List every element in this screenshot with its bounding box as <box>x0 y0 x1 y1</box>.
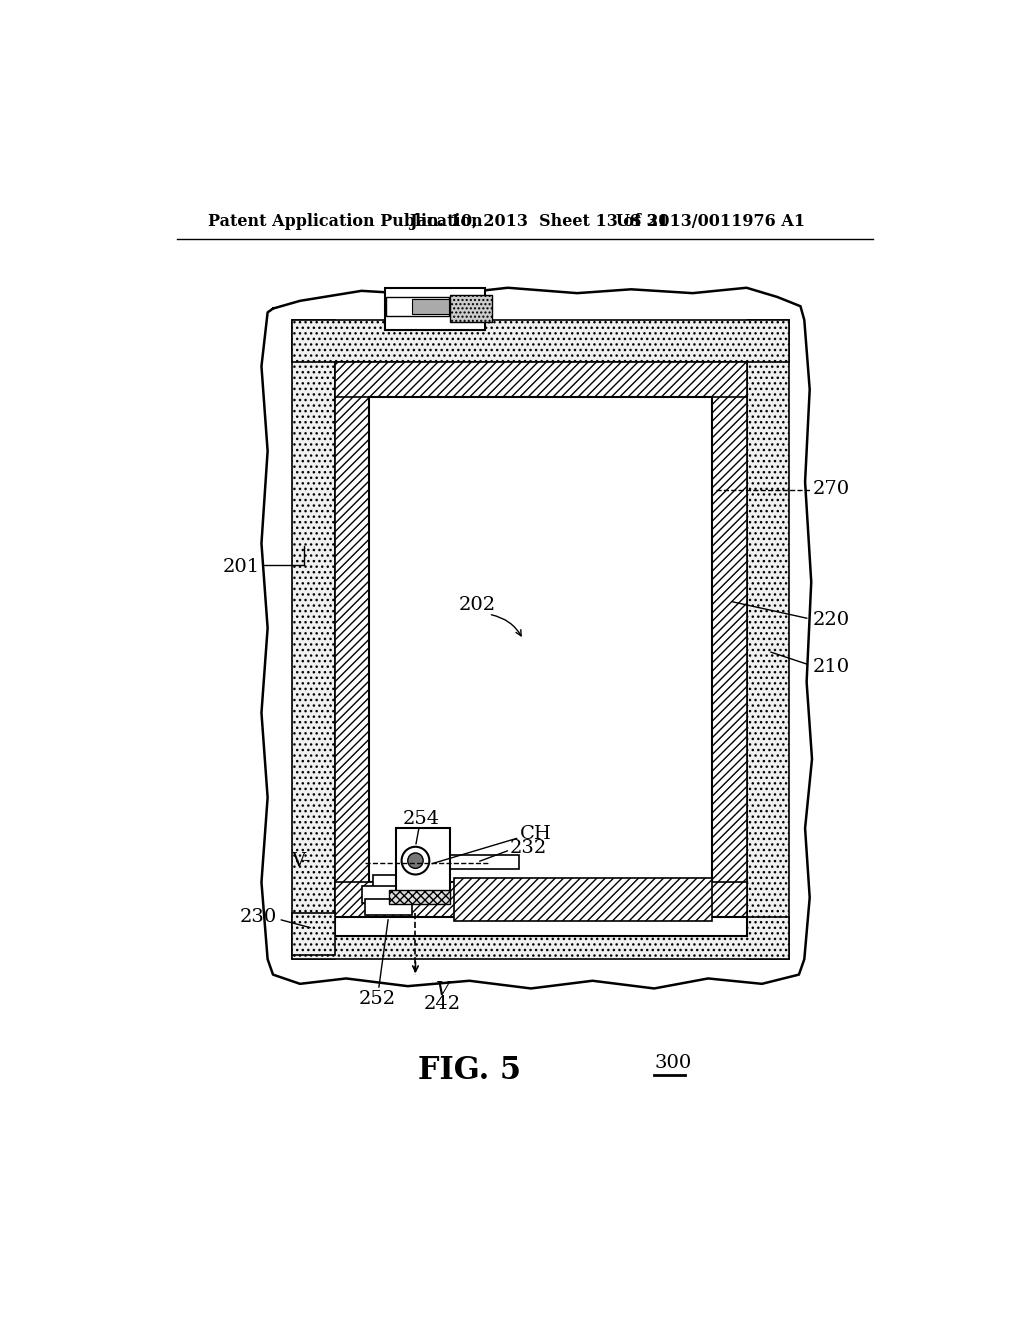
Bar <box>746 321 788 960</box>
Text: 220: 220 <box>813 611 850 630</box>
Bar <box>361 886 400 903</box>
Text: CH: CH <box>520 825 552 843</box>
Bar <box>335 363 370 917</box>
Text: 252: 252 <box>358 990 395 1008</box>
Bar <box>386 297 450 317</box>
Bar <box>370 397 712 882</box>
Text: 230: 230 <box>240 908 276 925</box>
Bar <box>335 882 746 917</box>
Bar <box>292 321 335 960</box>
Text: 232: 232 <box>509 838 547 857</box>
Text: 270: 270 <box>813 480 850 499</box>
Bar <box>335 363 746 397</box>
Bar <box>292 321 788 363</box>
Circle shape <box>401 847 429 874</box>
Circle shape <box>408 853 423 869</box>
Bar <box>373 874 397 902</box>
Bar <box>412 298 449 314</box>
Text: V: V <box>435 981 450 999</box>
Bar <box>451 855 519 869</box>
Text: 210: 210 <box>813 657 850 676</box>
Bar <box>388 890 451 904</box>
Bar <box>366 899 412 915</box>
Text: V-: V- <box>291 853 310 870</box>
Text: 300: 300 <box>654 1055 691 1072</box>
Text: US 2013/0011976 A1: US 2013/0011976 A1 <box>615 213 805 230</box>
Bar <box>396 829 451 898</box>
Text: 201: 201 <box>223 557 260 576</box>
Bar <box>712 363 746 917</box>
Text: 242: 242 <box>424 995 461 1012</box>
Text: 202: 202 <box>459 597 496 614</box>
Text: Patent Application Publication: Patent Application Publication <box>208 213 482 230</box>
Bar <box>335 917 746 936</box>
Bar <box>292 913 335 956</box>
Text: 254: 254 <box>403 810 440 828</box>
Text: FIG. 5: FIG. 5 <box>418 1056 521 1086</box>
Bar <box>292 917 788 960</box>
Bar <box>451 296 493 322</box>
Bar <box>385 288 484 330</box>
Text: Jan. 10, 2013  Sheet 13 of 31: Jan. 10, 2013 Sheet 13 of 31 <box>410 213 669 230</box>
Bar <box>454 878 712 921</box>
